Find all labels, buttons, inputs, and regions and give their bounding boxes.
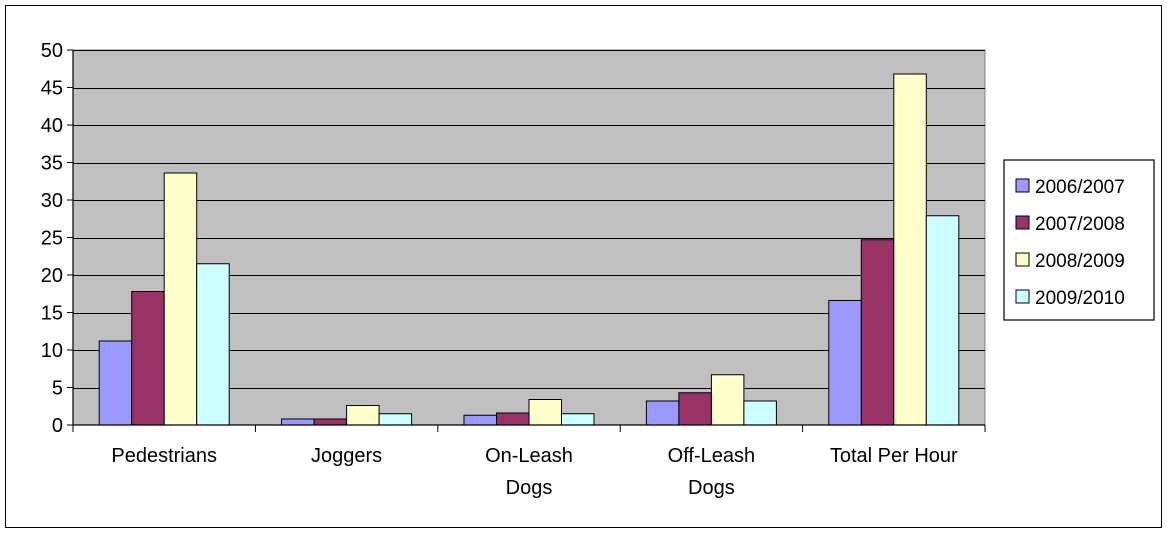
bar-2008-2009-total-per-hour [893,73,927,426]
bar-2006-2007-off-leash-dogs [645,400,680,426]
bar-2007-2008-pedestrians [131,291,165,426]
bar-2008-2009-joggers [346,405,380,426]
bar-2006-2007-joggers [281,418,315,426]
y-tick-label-35: 35 [41,153,63,175]
x-tick-label-line: Dogs [506,477,553,499]
legend-label-2006-2007: 2006/2007 [1035,177,1125,198]
bar-2009-2010-total-per-hour [925,215,960,426]
bar-2006-2007-pedestrians [98,340,133,426]
bar-2008-2009-pedestrians [163,172,198,426]
x-tick-label-on-leash-dogs: On-Leash Dogs [485,445,573,499]
y-tick-label-25: 25 [41,228,63,250]
x-tick-label-line: Pedestrians [111,445,217,467]
legend-label-2007-2008: 2007/2008 [1035,214,1125,235]
bar-2007-2008-off-leash-dogs [678,392,712,426]
legend-swatch-2009-2010 [1015,289,1030,304]
y-tick-label-20: 20 [41,265,63,287]
bar-2009-2010-joggers [378,413,413,426]
legend-swatch-2006-2007 [1015,178,1030,193]
legend: 2006/2007 2007/2008 2008/2009 2009/2010 [1003,159,1155,321]
y-tick-label-10: 10 [41,340,63,362]
x-tick-label-line: Joggers [311,445,382,467]
bar-2008-2009-off-leash-dogs [710,374,745,426]
bar-2006-2007-on-leash-dogs [463,414,497,426]
x-tick-label-line: Dogs [688,477,735,499]
x-tick-label-total-per-hour: Total Per Hour [830,445,958,467]
x-tick-label-line: Off-Leash [668,445,755,467]
bar-2007-2008-total-per-hour [860,239,895,426]
x-tick-label-off-leash-dogs: Off-Leash Dogs [668,445,755,499]
bar-2007-2008-on-leash-dogs [496,412,530,426]
y-tick-label-40: 40 [41,115,63,137]
y-tick-label-15: 15 [41,303,63,325]
y-tick-label-50: 50 [41,40,63,62]
bar-2006-2007-total-per-hour [828,300,862,426]
y-tick-label-0: 0 [52,415,63,437]
y-tick-label-30: 30 [41,190,63,212]
legend-swatch-2008-2009 [1015,252,1030,267]
gridlines [73,50,985,389]
x-tick-label-joggers: Joggers [311,445,382,467]
bar-2009-2010-on-leash-dogs [561,413,595,426]
legend-label-2009-2010: 2009/2010 [1035,288,1125,309]
x-tick-label-line: Total Per Hour [830,445,958,467]
x-tick-label-line: On-Leash [485,445,573,467]
y-tick-label-45: 45 [41,78,63,100]
y-tick-label-5: 5 [52,378,63,400]
bar-2009-2010-off-leash-dogs [743,400,777,426]
axes: 0 5 10 15 20 25 30 35 40 45 50 Pedestrians Joggers On… [41,40,986,499]
x-tick-label-pedestrians: Pedestrians [111,445,217,467]
bar-2009-2010-pedestrians [196,263,230,426]
legend-swatch-2007-2008 [1015,215,1030,230]
bar-2008-2009-on-leash-dogs [528,399,562,426]
legend-label-2008-2009: 2008/2009 [1035,251,1125,272]
bar-2007-2008-joggers [313,418,348,426]
